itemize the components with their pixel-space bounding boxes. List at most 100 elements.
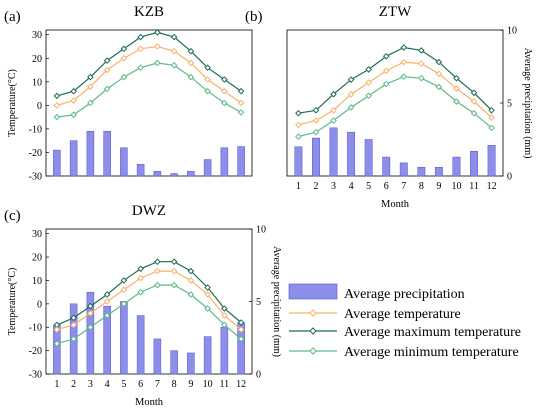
point (187, 73, 195, 81)
point (154, 29, 161, 36)
y-tick-label: -30 (29, 172, 42, 183)
point (187, 291, 195, 298)
x-tick-label: 12 (487, 181, 497, 192)
x-tick-label: 8 (419, 181, 424, 192)
point (154, 258, 161, 266)
point (103, 85, 111, 93)
x-tick-label: 11 (220, 379, 230, 390)
series-min-temp (295, 73, 495, 140)
x-tick-label: 3 (88, 379, 93, 390)
point (187, 277, 195, 284)
point (137, 274, 144, 282)
x-tick-label: 8 (172, 379, 177, 390)
y-tick-label: -10 (29, 124, 42, 135)
series-line (56, 261, 242, 326)
x-tick-label: 4 (349, 181, 354, 192)
point (237, 326, 245, 333)
bar (434, 166, 443, 177)
series-precipitation (294, 127, 496, 177)
point (103, 57, 111, 64)
point (400, 44, 408, 51)
x-tick-label: 10 (451, 181, 461, 192)
bar (237, 146, 245, 177)
series-max-temp (53, 29, 245, 100)
series-min-temp (53, 281, 245, 347)
bar (153, 338, 162, 375)
legend-item-precipitation: Average precipitation (288, 283, 465, 302)
point (154, 59, 161, 67)
series-min-temp (53, 59, 245, 121)
legend-marker-max-temp (309, 327, 317, 335)
legend-marker-min-temp (309, 347, 317, 355)
y-axis-label: Temperature(°C) (7, 268, 18, 336)
point (470, 89, 478, 97)
point (347, 76, 355, 83)
point (221, 305, 228, 312)
x-tick-label: 11 (469, 181, 479, 192)
y-tick-label: 20 (32, 253, 42, 264)
point (204, 305, 211, 312)
legend-item-avg-temp: Average temperature (289, 307, 461, 322)
x-tick-label: 1 (296, 181, 301, 192)
point (347, 90, 355, 98)
point (418, 74, 425, 82)
point (453, 74, 460, 82)
point (120, 54, 128, 62)
point (435, 83, 443, 91)
bar (136, 163, 145, 177)
point (103, 66, 111, 74)
y2-tick-label: 5 (507, 99, 512, 110)
point (418, 47, 425, 54)
bar (86, 291, 95, 375)
point (137, 288, 144, 296)
series-max-temp (53, 258, 245, 329)
point (295, 133, 302, 140)
y2-tick-label: 0 (507, 172, 512, 183)
bar (136, 315, 145, 375)
y2-tick-label: 5 (256, 297, 261, 308)
point (204, 64, 211, 71)
point (330, 106, 337, 114)
y-tick-label: -20 (29, 346, 42, 357)
point (382, 67, 390, 75)
point (488, 124, 495, 132)
point (70, 87, 77, 95)
point (312, 106, 320, 114)
point (453, 98, 460, 105)
point (365, 92, 372, 100)
bar (103, 131, 111, 177)
point (488, 106, 495, 114)
point (237, 87, 245, 95)
point (120, 277, 128, 284)
bar (187, 171, 195, 177)
point (204, 291, 211, 298)
panel-label: (b) (245, 9, 263, 25)
x-tick-label: 1 (54, 379, 59, 390)
point (120, 73, 128, 81)
point (170, 47, 178, 55)
bar (170, 173, 178, 177)
series-line (298, 61, 493, 126)
point (237, 319, 245, 326)
point (87, 323, 94, 331)
panel-title: DWZ (132, 203, 166, 219)
point (435, 58, 443, 66)
point (137, 64, 144, 71)
bar (220, 326, 229, 375)
point (53, 340, 61, 347)
series-avg-temp (295, 58, 495, 129)
bar (187, 352, 195, 375)
legend-swatch-precipitation (288, 283, 338, 300)
x-tick-label: 9 (436, 181, 441, 192)
point (312, 117, 320, 124)
point (87, 302, 94, 310)
point (382, 52, 390, 60)
series-line (56, 45, 242, 106)
x-tick-label: 6 (138, 379, 143, 390)
point (187, 59, 195, 67)
x-axis-label: Month (135, 397, 164, 408)
y-tick-label: 0 (37, 101, 42, 112)
point (347, 104, 355, 111)
y-tick-label: 20 (32, 54, 42, 65)
point (470, 109, 478, 117)
